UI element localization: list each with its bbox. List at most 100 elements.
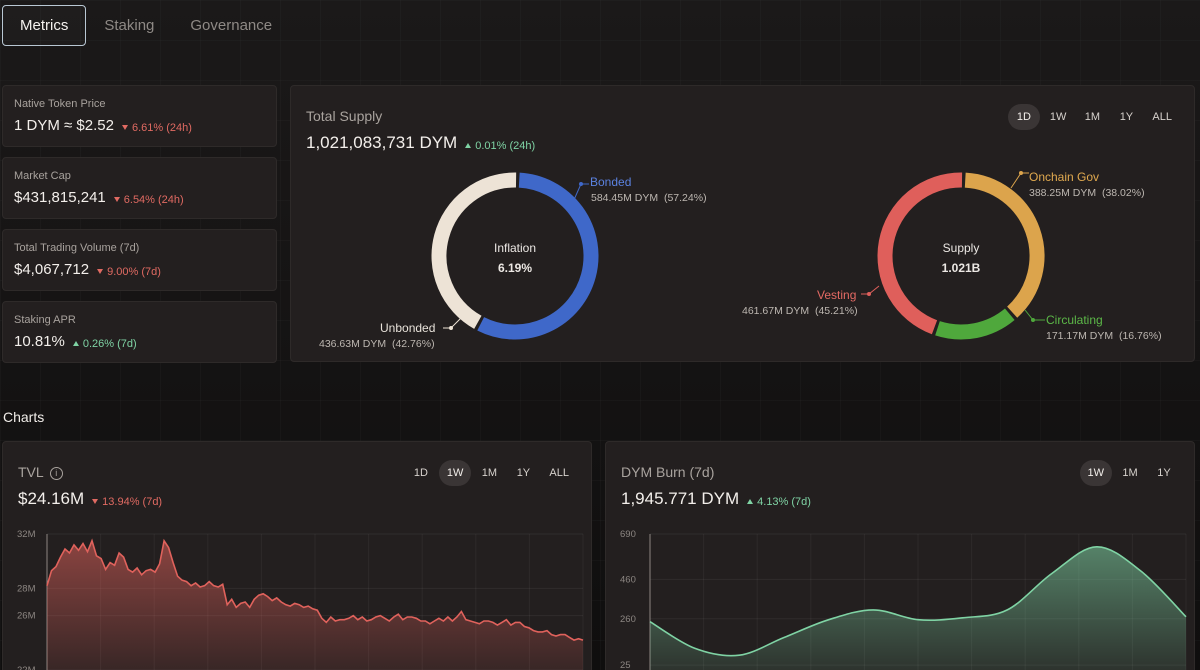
supply-change: 0.01% (24h) (465, 140, 535, 152)
supply-center-label: Supply 1.021B (921, 241, 1001, 275)
legend-circulating-label: Circulating (1046, 313, 1103, 327)
caret-up-icon (465, 143, 472, 148)
legend-onchain-gov-value: 388.25M DYM (38.02%) (1029, 187, 1145, 199)
tvl-range-selector: 1D 1W 1M 1Y ALL (405, 460, 577, 486)
bonded-leader-line (572, 182, 589, 203)
legend-unbonded-value: 436.63M DYM (42.76%) (319, 338, 435, 350)
inflation-donut-chart (431, 172, 599, 340)
metric-value: $4,067,712 (14, 261, 90, 278)
metric-card-trading-volume: Total Trading Volume (7d) $4,067,712 9.0… (2, 229, 277, 291)
caret-up-icon (72, 341, 79, 346)
caret-down-icon (97, 269, 104, 274)
info-icon[interactable]: i (49, 467, 63, 480)
metric-change: 9.00% (7d) (97, 266, 161, 278)
burn-value: 1,945.771 DYM (621, 489, 740, 508)
tvl-title-row: TVL i (18, 464, 63, 480)
total-supply-card: Total Supply 1,021,083,731 DYM 0.01% (24… (290, 85, 1195, 362)
y-tick-label: 32M (17, 529, 36, 540)
metric-label: Native Token Price (14, 98, 106, 110)
donut-segment-unbonded[interactable] (431, 172, 517, 329)
y-tick-label: 690 (620, 529, 636, 540)
metric-label: Market Cap (14, 170, 71, 182)
caret-down-icon (121, 125, 128, 130)
inflation-center-value: 6.19% (497, 261, 533, 275)
range-all-button[interactable]: ALL (549, 467, 569, 479)
donut-segment-vesting[interactable] (877, 172, 963, 335)
range-1w-button[interactable]: 1W (1079, 460, 1112, 486)
range-1m-button[interactable]: 1M (481, 467, 498, 479)
legend-bonded-value: 584.45M DYM (57.24%) (591, 192, 707, 204)
supply-donut-chart (877, 172, 1045, 340)
range-1m-button[interactable]: 1M (1122, 467, 1138, 479)
supply-value-row: 1,021,083,731 DYM 0.01% (24h) (306, 133, 535, 153)
range-1y-button[interactable]: 1Y (516, 467, 531, 479)
caret-up-icon (747, 499, 754, 504)
metric-card-token-price: Native Token Price 1 DYM ≈ $2.52 6.61% (… (2, 85, 277, 147)
vesting-leader-line (861, 285, 880, 296)
series-line (649, 545, 1187, 657)
area-fill (47, 540, 583, 670)
donut-segment-bonded[interactable] (477, 172, 599, 340)
range-1y-button[interactable]: 1Y (1157, 467, 1171, 479)
range-1m-button[interactable]: 1M (1084, 111, 1101, 123)
burn-change: 4.13% (7d) (747, 496, 811, 508)
legend-bonded-label: Bonded (590, 175, 632, 189)
metric-value: $431,815,241 (14, 189, 106, 206)
charts-section-title: Charts (3, 409, 45, 425)
tvl-value-row: $24.16M 13.94% (7d) (18, 489, 162, 509)
tab-staking[interactable]: Staking (104, 17, 155, 34)
range-1d-button[interactable]: 1D (1007, 104, 1040, 130)
y-tick-label: 28M (17, 583, 36, 594)
legend-vesting-value: 461.67M DYM (45.21%) (742, 305, 858, 317)
tab-metrics[interactable]: Metrics (2, 5, 87, 46)
burn-area-chart: 690 460 260 25 (620, 529, 1187, 670)
burn-title: DYM Burn (7d) (621, 464, 715, 480)
metric-card-market-cap: Market Cap $431,815,241 6.54% (24h) (2, 157, 277, 219)
range-all-button[interactable]: ALL (1152, 111, 1172, 123)
range-1y-button[interactable]: 1Y (1119, 111, 1134, 123)
main-tabs: Metrics Staking Governance (2, 5, 290, 46)
donut-segment-onchain-gov[interactable] (964, 172, 1045, 318)
caret-down-icon (113, 197, 120, 202)
tvl-value: $24.16M (18, 489, 85, 508)
burn-chart-card: DYM Burn (7d) 1,945.771 DYM 4.13% (7d) 1… (605, 441, 1195, 670)
metric-label: Total Trading Volume (7d) (14, 242, 140, 254)
area-fill (650, 546, 1186, 670)
series-line (46, 538, 584, 641)
range-1w-button[interactable]: 1W (438, 460, 472, 486)
metric-value: 1 DYM ≈ $2.52 (14, 117, 114, 134)
caret-down-icon (92, 499, 99, 504)
metric-card-staking-apr: Staking APR 10.81% 0.26% (7d) (2, 301, 277, 363)
tab-governance[interactable]: Governance (190, 17, 273, 34)
range-1d-button[interactable]: 1D (413, 467, 428, 479)
range-1w-button[interactable]: 1W (1049, 111, 1067, 123)
inflation-center-label: Inflation 6.19% (475, 241, 555, 275)
y-tick-label: 460 (620, 574, 636, 585)
supply-title: Total Supply (306, 108, 383, 124)
burn-range-selector: 1W 1M 1Y (1079, 460, 1181, 486)
tvl-chart-card: TVL i $24.16M 13.94% (7d) 1D 1W 1M 1Y ALL… (2, 441, 592, 670)
legend-unbonded-label: Unbonded (380, 321, 436, 335)
y-tick-label: 25 (620, 660, 631, 670)
unbonded-leader-line (443, 317, 462, 330)
metric-change: 0.26% (7d) (72, 338, 137, 350)
legend-circulating-value: 171.17M DYM (16.76%) (1046, 330, 1162, 342)
onchain-gov-leader-line (1010, 171, 1029, 189)
supply-value: 1,021,083,731 DYM (306, 133, 458, 152)
burn-value-row: 1,945.771 DYM 4.13% (7d) (621, 489, 811, 509)
y-tick-label: 260 (620, 614, 636, 625)
y-tick-label: 26M (17, 611, 36, 622)
supply-center-value: 1.021B (941, 261, 981, 275)
circulating-leader-line (1024, 309, 1045, 322)
metric-change: 6.61% (24h) (121, 122, 192, 134)
supply-range-selector: 1D 1W 1M 1Y ALL (1007, 104, 1180, 130)
metric-value: 10.81% (14, 333, 65, 350)
tvl-change: 13.94% (7d) (92, 496, 162, 508)
y-tick-label: 22M (17, 665, 36, 670)
metric-label: Staking APR (14, 314, 76, 326)
tvl-area-chart: 32M 28M 26M 22M (17, 529, 584, 670)
metric-change: 6.54% (24h) (113, 194, 184, 206)
legend-onchain-gov-label: Onchain Gov (1029, 170, 1100, 184)
legend-vesting-label: Vesting (817, 288, 857, 302)
donut-segment-circulating[interactable] (935, 308, 1015, 340)
